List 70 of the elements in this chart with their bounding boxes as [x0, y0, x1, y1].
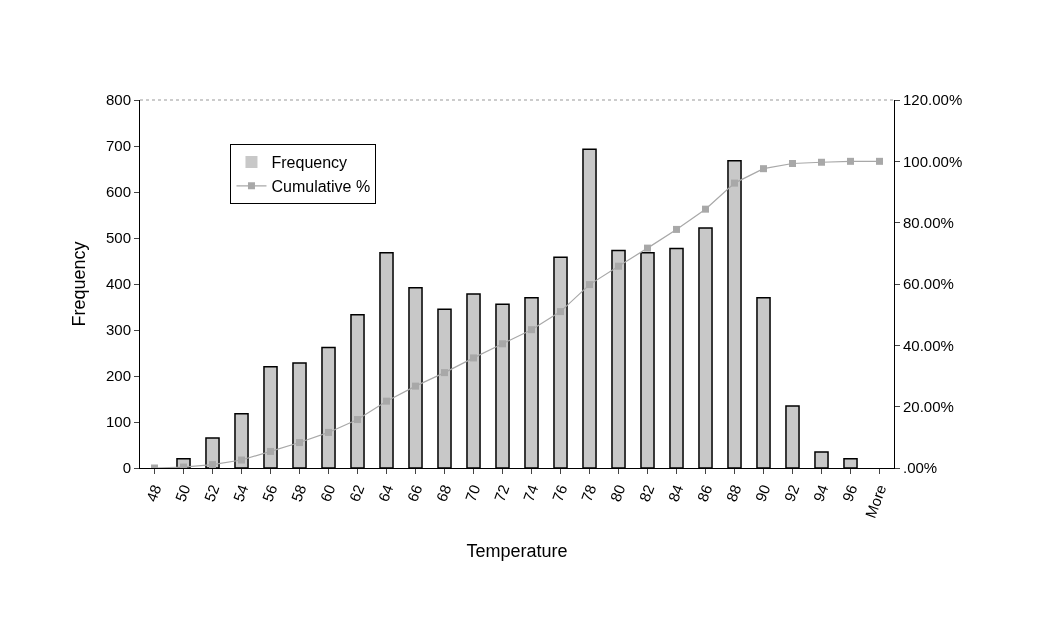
y2-tick-label: 100.00% [903, 152, 963, 170]
point [499, 340, 506, 348]
y-tick-label: 100 [105, 413, 131, 431]
point [702, 205, 709, 213]
x-tick-label: 76 [548, 482, 571, 504]
y2-tick-label: 20.00% [903, 397, 954, 415]
x-tick-label: 56 [258, 482, 281, 504]
y2-tick-label: 120.00% [903, 91, 963, 109]
point [644, 244, 651, 252]
x-tick-label: 60 [316, 482, 339, 504]
x-tick-label: 78 [577, 482, 600, 504]
x-tick-label: 80 [606, 482, 629, 504]
x-tick-label: 92 [780, 482, 803, 504]
x-tick-label: 96 [838, 482, 861, 504]
y2-tick-label: .00% [903, 459, 938, 477]
x-tick-label: 68 [432, 482, 455, 504]
y-tick-label: 800 [105, 91, 131, 109]
point [354, 416, 361, 424]
y-tick-label: 300 [105, 321, 131, 339]
point [789, 159, 796, 167]
point [267, 447, 274, 455]
point [731, 179, 738, 187]
legend-label: Frequency [271, 154, 348, 172]
x-tick-label: 90 [751, 482, 774, 504]
y2-tick-label: 80.00% [903, 213, 954, 231]
x-tick-label: 58 [287, 482, 310, 504]
x-tick-label: 72 [490, 482, 513, 504]
x-tick-label: 50 [171, 482, 194, 504]
point [412, 382, 419, 390]
x-tick-label: 86 [693, 482, 716, 504]
x-tick-label: More [861, 482, 890, 521]
x-tick-label: 82 [635, 482, 658, 504]
x-tick-label: 62 [345, 482, 368, 504]
x-tick-label: 48 [142, 482, 165, 504]
point [296, 439, 303, 447]
y-tick-label: 0 [122, 459, 131, 477]
y-tick-label: 400 [105, 275, 131, 293]
y2-tick-label: 60.00% [903, 275, 954, 293]
point [673, 225, 680, 233]
x-tick-label: 70 [461, 482, 484, 504]
point [470, 354, 477, 362]
point [586, 281, 593, 289]
point [876, 157, 883, 165]
point [760, 165, 767, 173]
x-tick-label: 52 [200, 482, 223, 504]
x-axis-title: Temperature [466, 541, 568, 562]
y-tick-label: 200 [105, 367, 131, 385]
y-tick-label: 500 [105, 229, 131, 247]
y-axis-title: Frequency [69, 241, 90, 327]
point [557, 308, 564, 316]
x-tick-label: 84 [664, 482, 687, 504]
point [209, 461, 216, 468]
point [383, 397, 390, 405]
point [325, 428, 332, 436]
point [441, 369, 448, 377]
point [238, 456, 245, 464]
y-tick-label: 700 [105, 137, 131, 155]
x-tick-label: 94 [809, 482, 832, 504]
point [615, 262, 622, 270]
x-tick-label: 88 [722, 482, 745, 504]
x-tick-label: 74 [519, 482, 542, 504]
y-tick-label: 600 [105, 183, 131, 201]
point [847, 157, 854, 165]
point [818, 158, 825, 166]
x-tick-label: 66 [403, 482, 426, 504]
legend-label: Cumulative % [271, 178, 371, 196]
x-tick-label: 54 [229, 482, 252, 504]
y2-tick-label: 40.00% [903, 336, 954, 354]
x-tick-label: 64 [374, 482, 397, 504]
point [528, 326, 535, 334]
